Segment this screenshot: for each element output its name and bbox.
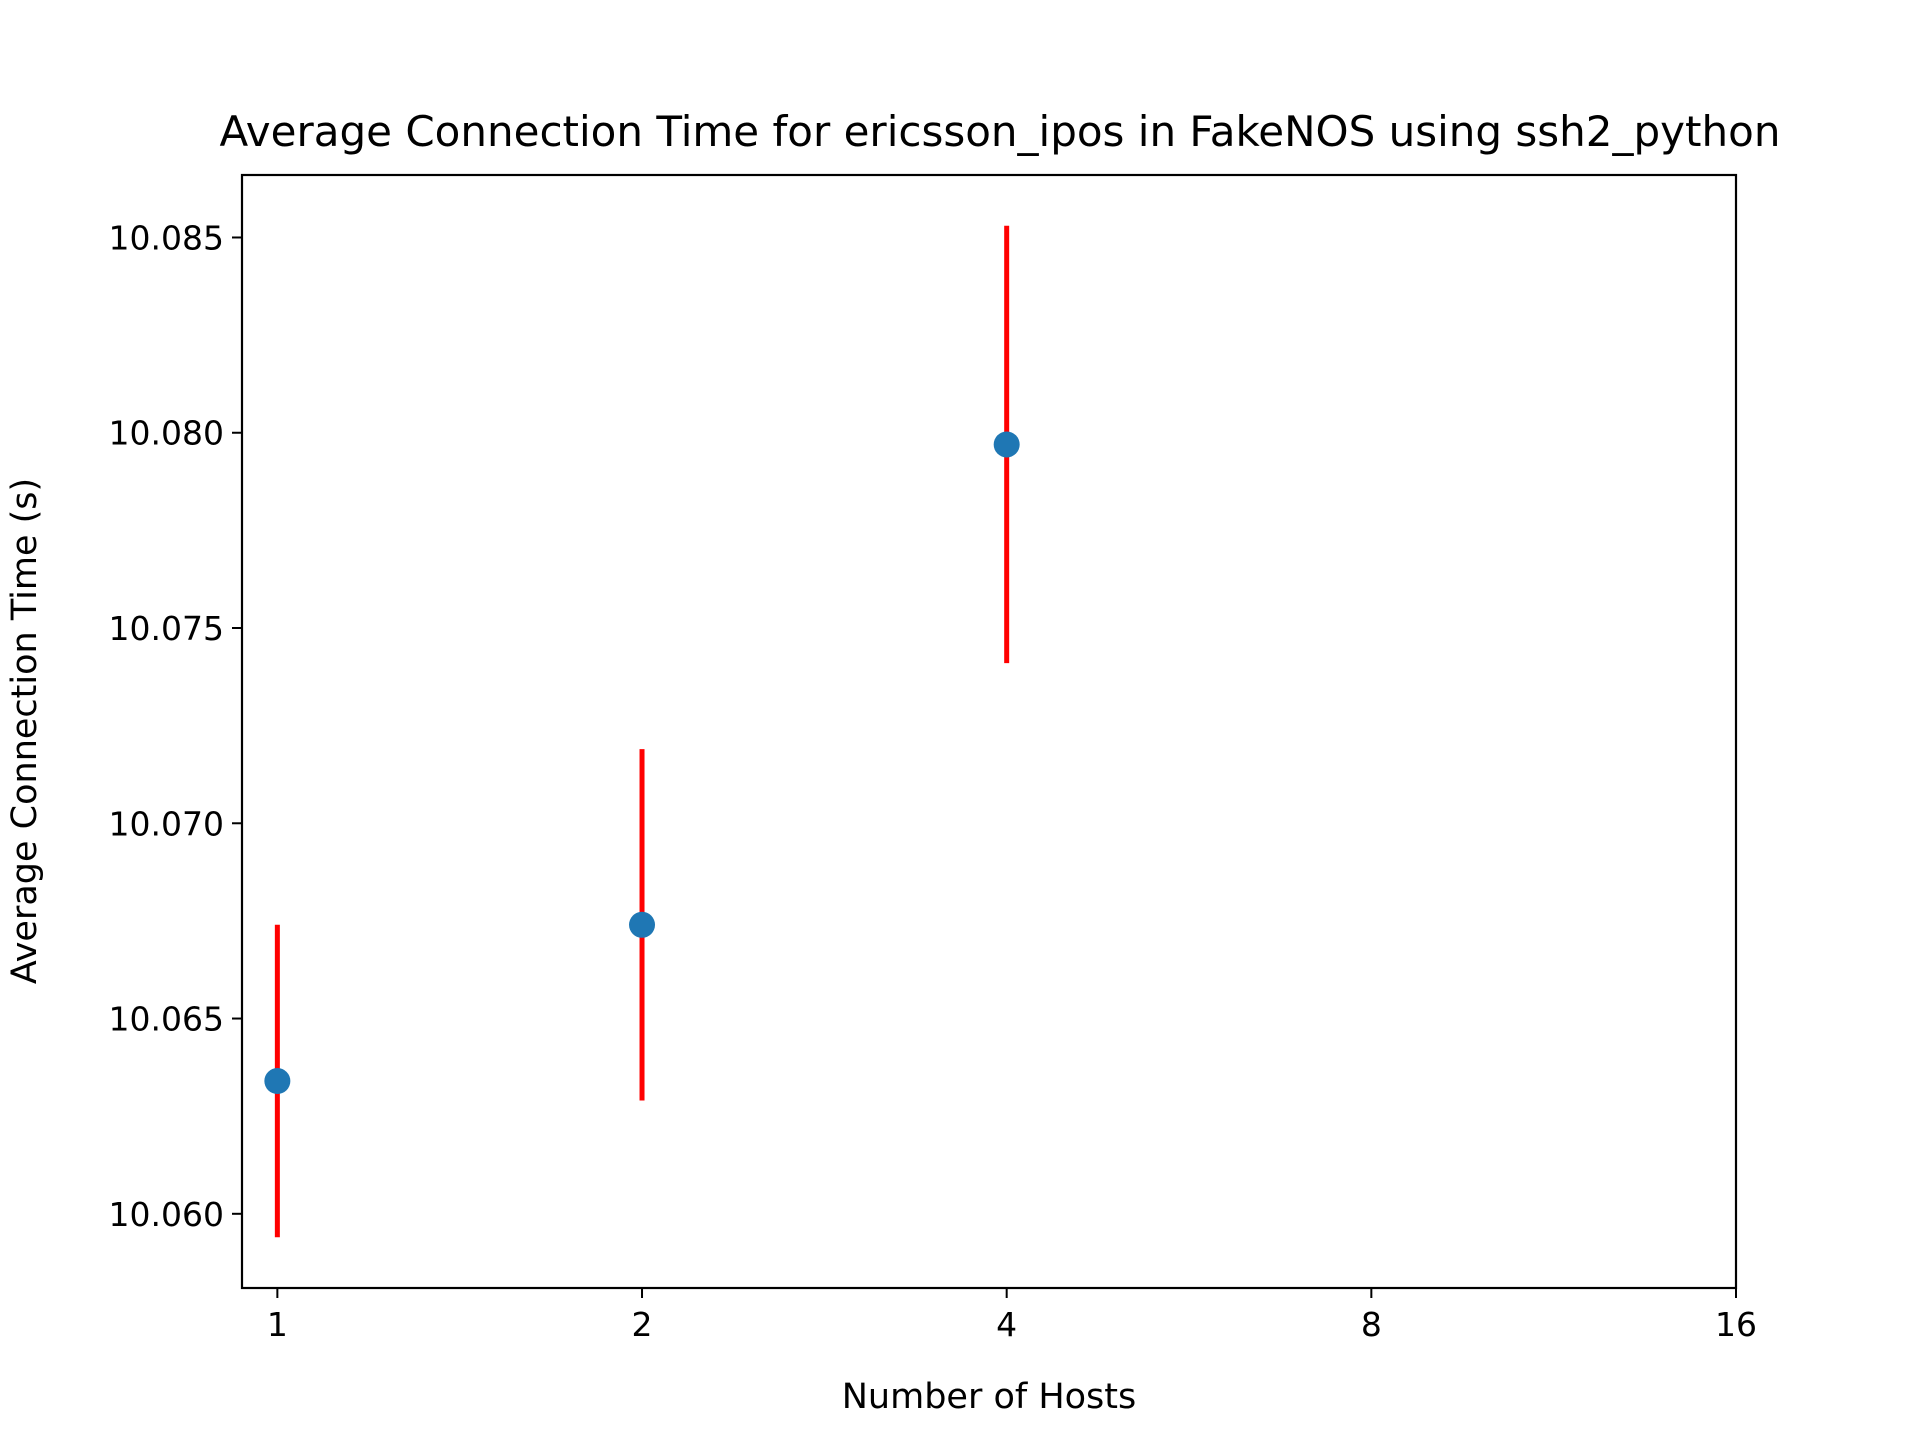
x-tick-label: 2 — [632, 1305, 653, 1344]
x-axis: 1 2 4 8 16 — [267, 1288, 1757, 1344]
data-point — [264, 1068, 291, 1095]
y-tick-label: 10.065 — [109, 1000, 224, 1039]
x-tick-label: 8 — [1361, 1305, 1382, 1344]
y-tick-label: 10.080 — [109, 414, 224, 453]
y-tick-label: 10.075 — [109, 609, 224, 648]
data-point — [993, 431, 1020, 458]
y-tick-label: 10.085 — [109, 218, 224, 257]
y-tick-label: 10.060 — [109, 1195, 224, 1234]
y-tick-label: 10.070 — [109, 804, 224, 843]
data-point — [629, 911, 656, 938]
plot-area — [264, 225, 1020, 1238]
x-axis-label: Number of Hosts — [842, 1377, 1137, 1417]
x-tick-label: 16 — [1715, 1305, 1757, 1344]
x-tick-label: 1 — [267, 1305, 288, 1344]
chart-title: Average Connection Time for ericsson_ipo… — [220, 107, 1781, 156]
y-axis-label: Average Connection Time (s) — [5, 478, 45, 984]
y-axis: 10.060 10.065 10.070 10.075 10.080 10.085 — [109, 218, 242, 1234]
x-tick-label: 4 — [996, 1305, 1017, 1344]
plot-frame — [240, 173, 1738, 1290]
